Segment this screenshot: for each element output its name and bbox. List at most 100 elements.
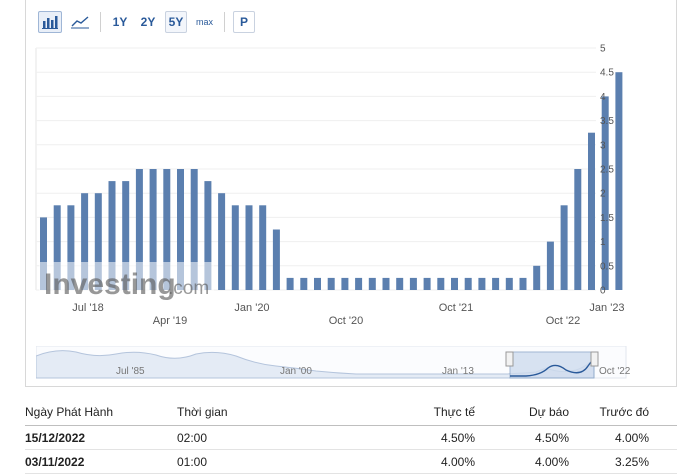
bar[interactable] [492,277,500,290]
x-tick-label: Oct '21 [439,302,474,314]
range-1y-button[interactable]: 1Y [109,11,131,33]
range-2y-button[interactable]: 2Y [137,11,159,33]
y-tick-label: 1 [600,237,606,248]
bar[interactable] [423,277,431,290]
bar[interactable] [177,169,184,290]
y-tick-label: 3.5 [600,116,614,127]
y-tick-label: 2.5 [600,165,614,176]
bar[interactable] [67,205,75,290]
bar[interactable] [505,277,513,290]
bar[interactable] [382,277,390,290]
x-tick-label: Oct '22 [546,315,581,327]
chart-widget: 1Y 2Y 5Y max P Investing .com 0 0.5 1 1.5 2 2… [25,0,677,387]
toolbar-divider [100,12,101,32]
cell-actual: 4.50% [440,430,475,445]
watermark-brand: Investing [44,268,176,301]
y-tick-label: 5 [600,44,606,55]
bar[interactable] [231,205,239,290]
bar[interactable] [341,277,349,290]
y-tick-label: 0.5 [600,261,614,272]
bar[interactable] [546,241,554,290]
bar[interactable] [314,277,321,290]
cell-time: 02:00 [177,430,208,445]
x-tick-label: Jan '20 [234,302,269,314]
bar[interactable] [396,277,404,290]
header-release-date[interactable]: Ngày Phát Hành [25,404,114,419]
table-header-row: Ngày Phát Hành Thời gian Thực tế Dự báo … [25,398,677,426]
bar[interactable] [478,277,486,290]
bar[interactable] [218,193,226,290]
chart-toolbar: 1Y 2Y 5Y max P [38,10,261,34]
bar[interactable] [409,277,417,290]
cell-date: 03/11/2022 [25,454,85,469]
bar[interactable] [245,205,253,290]
cell-time: 01:00 [177,454,208,469]
y-tick-label: 2 [600,189,606,200]
bar[interactable] [451,277,458,290]
bar[interactable] [122,181,130,290]
bar[interactable] [163,169,171,290]
bar[interactable] [149,169,157,290]
y-tick-label: 1.5 [600,213,614,224]
bar[interactable] [190,169,198,290]
range-max-button[interactable]: max [193,11,217,33]
y-tick-label: 4.5 [600,68,614,79]
bar-chart-icon[interactable] [38,11,62,33]
cell-previous: 4.00% [614,430,649,445]
bar[interactable] [601,96,609,291]
bar[interactable] [574,169,582,290]
y-tick-label: 0 [600,286,606,297]
bar[interactable] [533,265,541,290]
p-button[interactable]: P [233,11,256,33]
bar[interactable] [560,205,568,290]
cell-date: 15/12/2022 [25,430,86,445]
bar[interactable] [300,277,308,290]
bar[interactable] [355,277,363,290]
cell-previous: 3.25% [614,454,649,469]
toolbar-divider [224,12,226,32]
bar[interactable] [437,277,445,290]
header-previous[interactable]: Trước đó [599,404,649,419]
cell-forecast: 4.00% [534,454,569,469]
cell-forecast: 4.50% [534,430,569,445]
bar[interactable] [81,193,89,290]
x-tick-label: Apr '19 [153,315,188,327]
bar[interactable] [94,193,102,290]
bar[interactable] [327,277,335,290]
table-row: 03/11/2022 01:00 4.00% 4.00% 3.25% [25,450,677,474]
x-tick-label: Oct '20 [329,315,364,327]
bar[interactable] [615,72,623,290]
header-actual[interactable]: Thực tế [433,404,475,419]
bar[interactable] [272,229,280,291]
area-chart-icon[interactable] [68,11,92,33]
navigator-label: Oct '22 [599,366,631,377]
bar-chart: Investing .com 0 0.5 1 1.5 2 2.5 3 3.5 4 4.5 5 Jul… [35,44,625,327]
navigator-label: Jan '00 [280,366,312,377]
bar[interactable] [204,181,212,290]
cell-actual: 4.00% [440,454,475,469]
range-5y-button[interactable]: 5Y [165,11,187,33]
x-tick-label: Jul '18 [72,302,103,314]
release-table: Ngày Phát Hành Thời gian Thực tế Dự báo … [25,398,677,474]
bar[interactable] [259,205,267,290]
watermark-suffix: .com [168,278,209,299]
navigator-selection[interactable] [509,351,595,379]
bar[interactable] [108,181,116,290]
table-row: 15/12/2022 02:00 4.50% 4.50% 4.00% [25,426,677,450]
investing-watermark: Investing .com [39,262,214,301]
bar[interactable] [53,205,61,290]
navigator-left-handle[interactable] [505,351,514,367]
navigator-right-handle[interactable] [590,351,599,367]
bar[interactable] [464,277,472,290]
bar[interactable] [135,169,143,290]
header-forecast[interactable]: Dự báo [528,404,569,419]
y-tick-label: 4 [600,92,606,103]
bar[interactable] [588,132,595,290]
header-time[interactable]: Thời gian [177,404,228,419]
bar[interactable] [519,277,527,290]
bar[interactable] [286,277,294,290]
bar[interactable] [40,217,47,290]
bar[interactable] [368,277,376,290]
navigator[interactable]: Jul '85 Jan '00 Jan '13 Oct '22 [36,346,636,382]
x-tick-label: Jan '23 [589,302,624,314]
